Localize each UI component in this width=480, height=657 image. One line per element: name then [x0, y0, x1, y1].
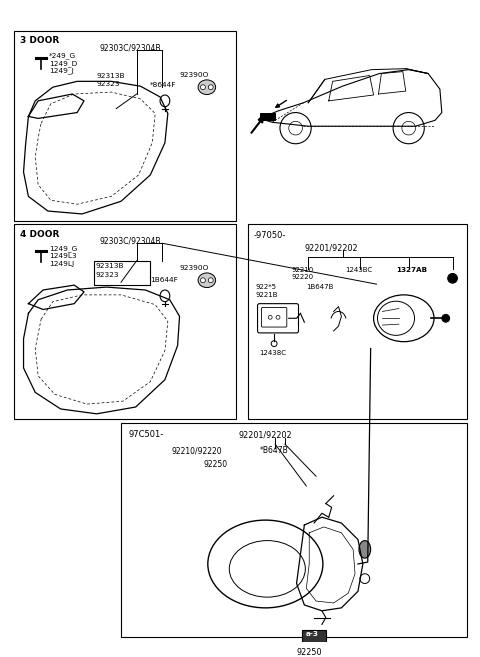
- Text: 92313B: 92313B: [96, 72, 125, 79]
- Circle shape: [360, 574, 370, 583]
- Circle shape: [280, 112, 311, 144]
- Text: -97050-: -97050-: [253, 231, 286, 240]
- Bar: [121, 422, 467, 637]
- Bar: [94, 261, 150, 285]
- Ellipse shape: [373, 295, 434, 342]
- Circle shape: [201, 278, 205, 283]
- Circle shape: [208, 85, 213, 89]
- Text: 1B647B: 1B647B: [306, 284, 334, 290]
- Text: 1249LJ: 1249LJ: [49, 261, 74, 267]
- Text: 9221B: 9221B: [256, 292, 278, 298]
- Circle shape: [448, 273, 457, 283]
- Text: 12438C: 12438C: [260, 350, 287, 357]
- Text: 92250: 92250: [204, 460, 228, 468]
- Circle shape: [276, 315, 280, 319]
- Text: a-3: a-3: [305, 631, 318, 637]
- Text: 92201/92202: 92201/92202: [238, 430, 292, 440]
- Ellipse shape: [198, 273, 216, 288]
- Text: 92220: 92220: [292, 275, 314, 281]
- Text: 92303C/92304B: 92303C/92304B: [99, 237, 161, 245]
- Text: 92250: 92250: [297, 648, 322, 657]
- Circle shape: [442, 315, 450, 322]
- Text: 97C501-: 97C501-: [129, 430, 164, 440]
- Bar: [260, 112, 275, 120]
- Ellipse shape: [229, 541, 305, 597]
- Text: 1B644F: 1B644F: [150, 277, 178, 283]
- Circle shape: [393, 112, 424, 144]
- Text: 1243BC: 1243BC: [345, 267, 372, 273]
- Text: *B647B: *B647B: [260, 446, 288, 455]
- Ellipse shape: [160, 290, 170, 302]
- FancyBboxPatch shape: [258, 304, 299, 333]
- Text: 1249_D: 1249_D: [49, 60, 77, 66]
- Ellipse shape: [208, 520, 323, 608]
- Text: 92323: 92323: [96, 81, 120, 87]
- Circle shape: [268, 315, 272, 319]
- Bar: [14, 31, 236, 221]
- Text: 1327AB: 1327AB: [396, 267, 427, 273]
- Circle shape: [402, 122, 416, 135]
- Bar: [302, 630, 326, 644]
- Text: 4 DOOR: 4 DOOR: [20, 229, 59, 238]
- Text: 3 DOOR: 3 DOOR: [20, 37, 59, 45]
- Text: 92210/92220: 92210/92220: [172, 446, 222, 455]
- Text: 92390O: 92390O: [180, 265, 209, 271]
- Circle shape: [201, 85, 205, 89]
- Text: 92303C/92304B: 92303C/92304B: [99, 43, 161, 53]
- Text: 92323: 92323: [96, 273, 119, 279]
- Bar: [248, 223, 467, 419]
- Ellipse shape: [377, 301, 415, 335]
- FancyBboxPatch shape: [262, 307, 287, 327]
- Text: 1249_J: 1249_J: [49, 68, 73, 74]
- Text: 1249L3: 1249L3: [49, 253, 76, 259]
- Circle shape: [271, 341, 277, 346]
- Text: 922*5: 922*5: [256, 284, 276, 290]
- Ellipse shape: [198, 80, 216, 95]
- Ellipse shape: [359, 541, 371, 558]
- Text: 92390O: 92390O: [180, 72, 209, 78]
- Text: *249_G: *249_G: [49, 52, 76, 59]
- Text: *8644F: *8644F: [150, 82, 177, 88]
- Text: 92313B: 92313B: [96, 263, 124, 269]
- Text: 92201/92202: 92201/92202: [304, 243, 358, 252]
- Circle shape: [289, 122, 302, 135]
- Circle shape: [208, 278, 213, 283]
- Bar: [14, 223, 236, 419]
- Text: 1249_G: 1249_G: [49, 245, 77, 252]
- Ellipse shape: [160, 95, 170, 106]
- Text: 92210: 92210: [292, 267, 314, 273]
